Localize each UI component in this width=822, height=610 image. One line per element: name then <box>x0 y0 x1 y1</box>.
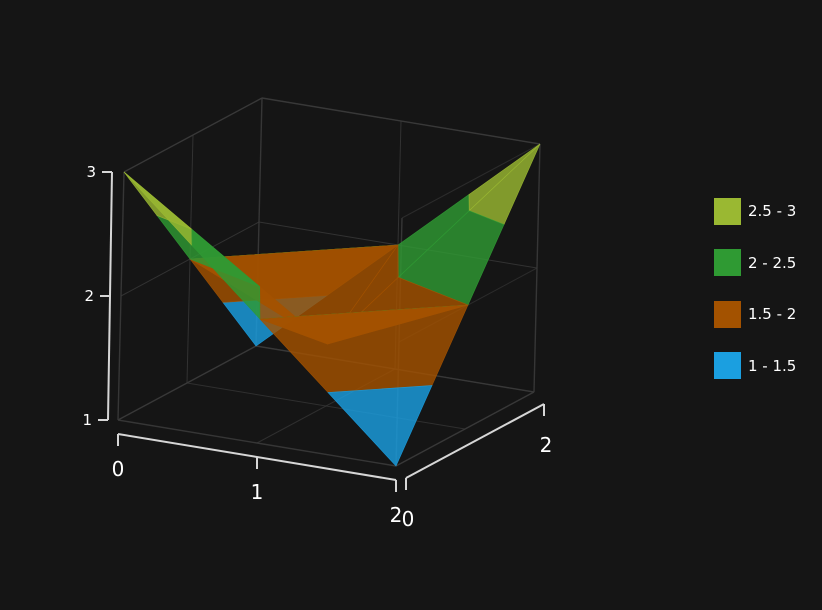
legend-item-1-1-5: 1 - 1.5 <box>714 352 818 379</box>
z-tick-label: 2 <box>84 287 94 305</box>
legend-label: 2.5 - 3 <box>748 202 797 220</box>
y-axis-line <box>405 403 545 479</box>
legend-label: 1 - 1.5 <box>748 356 797 375</box>
surface-patch <box>259 304 469 393</box>
y-tick-label: 2 <box>540 433 553 457</box>
legend-item-2-5-3: 2.5 - 3 <box>714 197 818 225</box>
z-tick-label: 1 <box>82 411 92 429</box>
x-tick-label: 0 <box>112 457 125 481</box>
surface-patch <box>327 385 433 467</box>
legend-swatch <box>714 300 741 328</box>
surface-patch <box>191 228 261 320</box>
legend-swatch <box>714 197 741 225</box>
x-tick-label: 2 <box>390 503 403 527</box>
chart-legend: 2.5 - 3 2 - 2.5 1.5 - 2 1 - 1.5 <box>714 197 818 404</box>
legend-item-2-2-5: 2 - 2.5 <box>714 249 818 276</box>
legend-swatch <box>714 352 741 379</box>
legend-swatch <box>714 249 741 276</box>
legend-item-1-5-2: 1.5 - 2 <box>714 300 818 328</box>
surface-patch <box>468 143 541 225</box>
grid-line <box>401 143 541 219</box>
surface-patch <box>123 171 193 247</box>
y-tick-label: 0 <box>402 507 415 531</box>
x-tick-label: 1 <box>251 480 264 504</box>
z-tick-label: 3 <box>86 163 96 181</box>
grid-line <box>186 382 466 430</box>
surface-group <box>123 143 541 467</box>
legend-label: 1.5 - 2 <box>748 305 797 323</box>
legend-label: 2 - 2.5 <box>748 253 797 272</box>
